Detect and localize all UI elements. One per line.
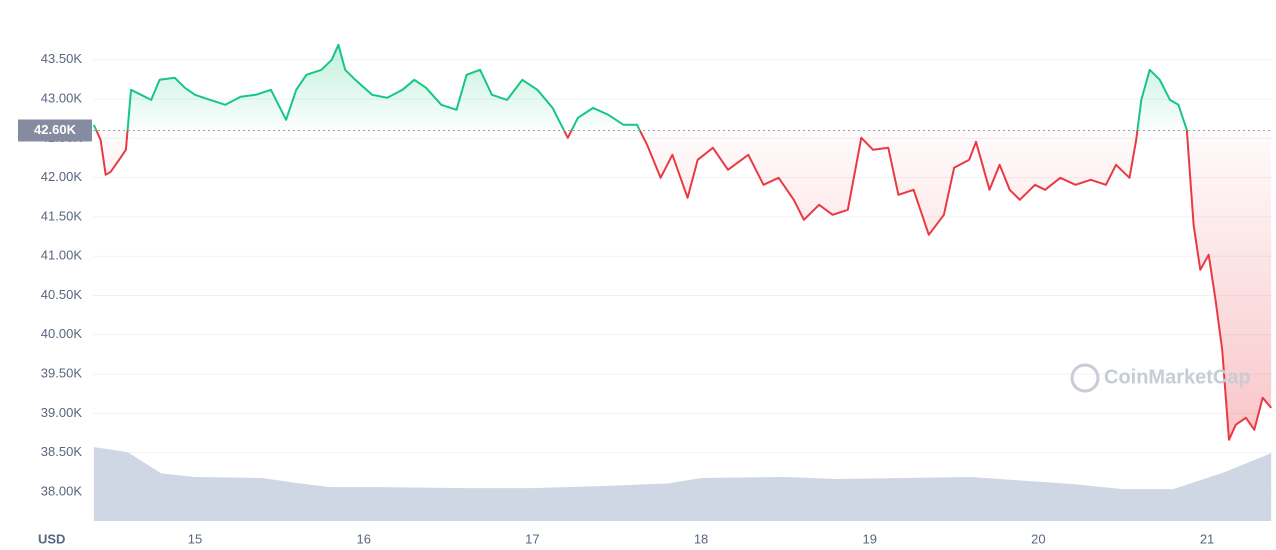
y-tick-label: 41.00K	[41, 248, 83, 263]
x-tick-label: 18	[694, 531, 708, 546]
baseline-label: 42.60K	[34, 122, 77, 137]
y-axis-label: USD	[38, 531, 65, 546]
x-tick-label: 19	[862, 531, 876, 546]
x-tick-label: 20	[1031, 531, 1045, 546]
y-tick-label: 40.00K	[41, 326, 83, 341]
plot	[92, 43, 1272, 441]
x-tick-label: 21	[1200, 531, 1214, 546]
volume-area	[93, 447, 1272, 521]
y-tick-label: 43.00K	[41, 91, 83, 106]
watermark: CoinMarketCap	[1104, 366, 1251, 388]
y-tick-label: 38.50K	[41, 444, 83, 459]
y-tick-label: 41.50K	[41, 208, 83, 223]
volume	[93, 447, 1272, 521]
y-tick-label: 42.00K	[41, 169, 83, 184]
x-tick-label: 17	[525, 531, 539, 546]
watermark-logo	[1070, 363, 1100, 393]
baseline-label-box	[18, 119, 92, 142]
x-tick-label: 16	[356, 531, 370, 546]
y-tick-label: 43.50K	[41, 51, 83, 66]
y-tick-label: 38.00K	[41, 483, 83, 498]
price-line	[92, 43, 1272, 441]
y-tick-label: 40.50K	[41, 287, 83, 302]
y-tick-label: 39.50K	[41, 366, 83, 381]
y-tick-label: 39.00K	[41, 405, 83, 420]
x-tick-label: 15	[188, 531, 202, 546]
price-area	[93, 44, 1272, 440]
